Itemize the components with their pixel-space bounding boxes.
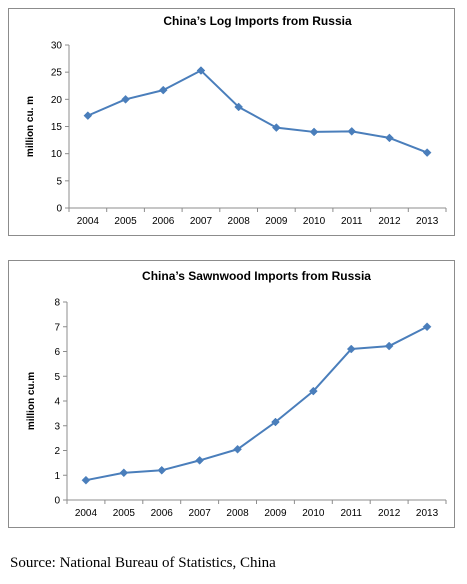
x-tick-label: 2006 xyxy=(152,216,175,227)
data-point-marker xyxy=(81,475,91,485)
data-point-marker xyxy=(196,66,206,75)
data-point-marker xyxy=(422,322,432,332)
y-tick-label: 0 xyxy=(56,204,62,215)
data-point-marker xyxy=(271,123,281,132)
y-tick-label: 8 xyxy=(54,298,60,309)
y-axis-label: million cu. m xyxy=(25,96,36,157)
x-tick-label: 2012 xyxy=(378,216,401,227)
y-tick-label: 5 xyxy=(56,176,62,187)
sawnwood-imports-chart: China’s Sawnwood Imports from Russia mil… xyxy=(8,260,455,528)
data-point-marker xyxy=(384,341,394,351)
data-point-marker xyxy=(233,444,242,454)
x-tick-label: 2008 xyxy=(228,216,251,227)
data-point-marker xyxy=(308,386,318,396)
log-imports-chart: China’s Log Imports from Russia million … xyxy=(8,8,455,236)
series-line xyxy=(87,69,428,154)
data-point-marker xyxy=(347,127,357,136)
log-imports-chart-svg: China’s Log Imports from Russia million … xyxy=(25,14,447,227)
data-point-marker xyxy=(158,85,168,95)
data-point-marker xyxy=(309,127,319,137)
data-point-marker xyxy=(271,417,280,427)
data-point-marker xyxy=(119,468,129,478)
y-tick-label: 7 xyxy=(54,322,60,333)
data-point-marker xyxy=(121,94,130,104)
sawnwood-imports-chart-svg: China’s Sawnwood Imports from Russia mil… xyxy=(26,269,447,519)
source-note: Source: National Bureau of Statistics, C… xyxy=(10,555,276,571)
data-point-marker xyxy=(346,344,356,354)
x-tick-label: 2004 xyxy=(77,216,100,227)
x-tick-label: 2010 xyxy=(303,216,326,227)
x-tick-label: 2008 xyxy=(226,508,249,519)
y-tick-label: 2 xyxy=(54,446,60,457)
x-tick-label: 2007 xyxy=(189,508,212,519)
x-tick-label: 2012 xyxy=(378,508,401,519)
x-tick-label: 2005 xyxy=(113,508,136,519)
y-tick-label: 3 xyxy=(54,421,60,432)
x-tick-label: 2005 xyxy=(114,216,137,227)
data-point-marker xyxy=(385,133,394,143)
y-tick-label: 5 xyxy=(54,372,60,383)
x-tick-label: 2013 xyxy=(416,216,439,227)
x-tick-label: 2007 xyxy=(190,216,213,227)
data-point-marker xyxy=(83,111,93,120)
x-tick-label: 2011 xyxy=(340,508,362,519)
x-tick-label: 2009 xyxy=(264,508,287,519)
y-tick-label: 20 xyxy=(51,95,63,106)
y-tick-label: 15 xyxy=(51,122,63,133)
y-tick-label: 1 xyxy=(54,471,60,482)
x-tick-label: 2009 xyxy=(265,216,288,227)
data-point-marker xyxy=(157,465,167,475)
x-tick-label: 2004 xyxy=(75,508,98,519)
y-tick-label: 25 xyxy=(51,68,63,79)
chart-title: China’s Log Imports from Russia xyxy=(163,14,352,28)
data-point-marker xyxy=(422,148,432,157)
chart-title: China’s Sawnwood Imports from Russia xyxy=(142,269,371,283)
y-tick-label: 6 xyxy=(54,347,60,358)
y-tick-label: 30 xyxy=(51,41,63,52)
x-tick-label: 2010 xyxy=(302,508,325,519)
x-tick-label: 2013 xyxy=(416,508,439,519)
y-tick-label: 4 xyxy=(54,397,60,408)
x-tick-label: 2006 xyxy=(151,508,174,519)
series-line xyxy=(85,325,428,482)
y-axis-label: million cu.m xyxy=(26,372,37,430)
x-tick-label: 2011 xyxy=(341,216,363,227)
data-point-marker xyxy=(195,456,205,465)
data-point-marker xyxy=(234,102,244,112)
y-tick-label: 10 xyxy=(51,149,63,160)
y-tick-label: 0 xyxy=(54,496,60,507)
